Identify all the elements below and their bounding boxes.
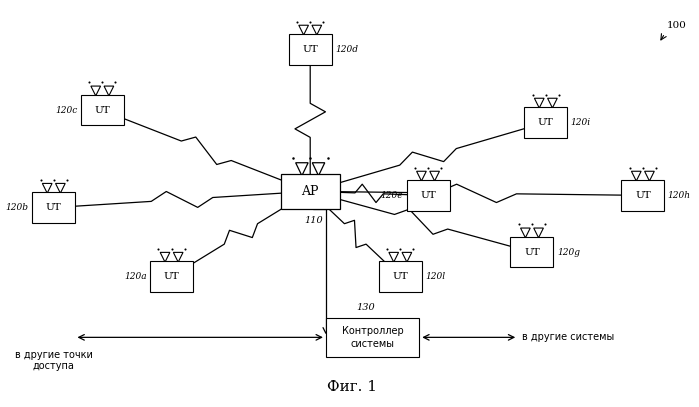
Text: UT: UT — [164, 272, 180, 281]
Text: Фиг. 1: Фиг. 1 — [327, 380, 377, 394]
Text: 120b: 120b — [6, 203, 29, 212]
FancyBboxPatch shape — [326, 318, 419, 357]
Text: 120g: 120g — [557, 248, 580, 257]
Text: UT: UT — [635, 191, 651, 200]
Text: в другие точки
доступа: в другие точки доступа — [15, 350, 93, 371]
Text: в другие системы: в другие системы — [521, 333, 614, 342]
Text: 120e: 120e — [380, 191, 403, 200]
FancyBboxPatch shape — [281, 174, 340, 208]
Text: UT: UT — [420, 191, 436, 200]
Text: 120c: 120c — [55, 106, 78, 115]
Text: 120i: 120i — [571, 118, 591, 127]
FancyBboxPatch shape — [32, 193, 75, 223]
FancyBboxPatch shape — [407, 180, 449, 210]
FancyBboxPatch shape — [379, 261, 421, 292]
Text: UT: UT — [524, 248, 540, 257]
Text: 100: 100 — [667, 20, 687, 30]
Text: 120d: 120d — [335, 45, 358, 54]
FancyBboxPatch shape — [524, 107, 568, 138]
FancyBboxPatch shape — [150, 261, 193, 292]
FancyBboxPatch shape — [289, 34, 332, 65]
FancyBboxPatch shape — [621, 180, 664, 210]
Text: UT: UT — [538, 118, 554, 127]
Text: UT: UT — [303, 45, 318, 54]
Text: 130: 130 — [356, 302, 375, 312]
Text: 110: 110 — [304, 216, 323, 225]
FancyBboxPatch shape — [510, 237, 554, 267]
Text: UT: UT — [46, 203, 62, 212]
Text: 120a: 120a — [124, 272, 147, 281]
Text: Контроллер
системы: Контроллер системы — [342, 326, 403, 349]
Text: 120l: 120l — [425, 272, 445, 281]
Text: UT: UT — [94, 106, 110, 115]
Text: UT: UT — [392, 272, 408, 281]
Text: 120h: 120h — [668, 191, 691, 200]
FancyBboxPatch shape — [81, 95, 124, 125]
Text: AP: AP — [301, 185, 319, 198]
